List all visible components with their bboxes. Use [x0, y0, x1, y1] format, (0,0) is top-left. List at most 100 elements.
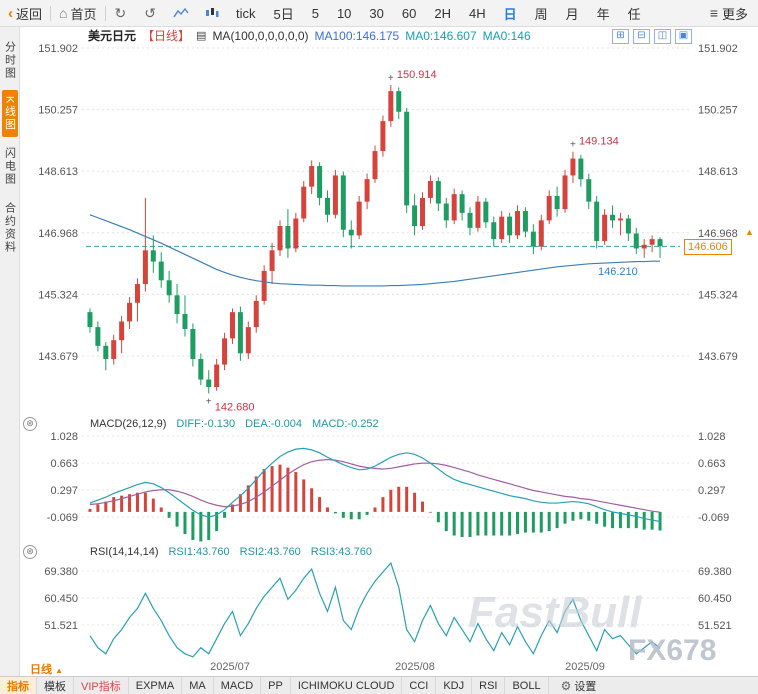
tab-boll[interactable]: BOLL — [505, 677, 549, 694]
svg-text:148.613: 148.613 — [38, 166, 78, 178]
period-60m[interactable]: 60 — [401, 5, 417, 21]
current-price-badge: 146.606 — [684, 239, 732, 255]
svg-text:0.297: 0.297 — [698, 485, 726, 497]
chevron-up-icon: ▲ — [55, 666, 63, 675]
svg-text:60.450: 60.450 — [698, 593, 732, 605]
macd-chart[interactable]: 1.028 1.028 0.663 0.663 0.297 0.297 -0.069 -0.0… — [20, 424, 758, 542]
period-dropdown[interactable]: 日线 ▲ — [30, 661, 63, 677]
tab-expma[interactable]: EXPMA — [129, 677, 183, 694]
tab-pp[interactable]: PP — [261, 677, 291, 694]
period-30m[interactable]: 30 — [369, 5, 384, 21]
zoom-in-icon[interactable]: ⊞ — [612, 29, 629, 44]
rsi-chart[interactable]: 69.380 69.380 60.450 60.450 51.521 51.521 — [20, 552, 758, 664]
tab-vip-indicators[interactable]: VIP指标 — [74, 677, 129, 694]
period-daily[interactable]: 日 — [503, 6, 517, 22]
svg-text:+: + — [388, 73, 394, 84]
macd-header: ⊛ MACD(26,12,9) DIFF:-0.130 DEA:-0.004 M… — [20, 417, 758, 431]
tab-templates[interactable]: 模板 — [37, 677, 74, 694]
fullscreen-icon[interactable]: ▣ — [675, 29, 692, 44]
menu-icon: ≡ — [709, 5, 718, 21]
svg-text:0.297: 0.297 — [50, 485, 78, 497]
period-tick[interactable]: tick — [235, 5, 256, 21]
tab-indicators[interactable]: 指标 — [0, 677, 37, 694]
period-weekly[interactable]: 周 — [534, 6, 548, 22]
period-10m[interactable]: 10 — [336, 5, 352, 21]
x-axis-row: 日线 ▲ 2025/07 2025/08 2025/09 — [20, 660, 758, 676]
svg-text:145.324: 145.324 — [698, 289, 738, 301]
period-dropdown-label: 日线 — [30, 664, 52, 676]
svg-text:150.257: 150.257 — [698, 105, 738, 117]
svg-text:146.968: 146.968 — [698, 228, 738, 240]
tab-ma[interactable]: MA — [182, 677, 214, 694]
svg-text:143.679: 143.679 — [38, 351, 78, 363]
toolbar-separator — [104, 5, 106, 21]
svg-text:0.663: 0.663 — [50, 458, 78, 470]
settings-button[interactable]: ⚙ 设置 — [561, 678, 597, 694]
left-sidebar: 分时图 K线图 闪电图 合约资料 — [0, 27, 20, 676]
date-label-august: 2025/08 — [395, 661, 435, 673]
period-monthly[interactable]: 月 — [565, 6, 579, 22]
svg-text:+: + — [570, 140, 576, 151]
toolbar-separator — [50, 5, 52, 21]
svg-text:150.257: 150.257 — [38, 105, 78, 117]
period-5m[interactable]: 5 — [311, 5, 319, 21]
macd-name: MACD(26,12,9) — [90, 418, 167, 430]
period-tag: 【日线】 — [142, 29, 191, 43]
tab-rsi[interactable]: RSI — [472, 677, 506, 694]
sidebar-item-kline[interactable]: K线图 — [1, 90, 18, 138]
tab-ichimoku[interactable]: ICHIMOKU CLOUD — [291, 677, 403, 694]
svg-text:1.028: 1.028 — [50, 431, 78, 443]
tab-macd[interactable]: MACD — [214, 677, 262, 694]
rsi-name: RSI(14,14,14) — [90, 546, 159, 558]
svg-text:-0.069: -0.069 — [698, 512, 729, 524]
refresh-icon[interactable]: ↻ — [114, 4, 127, 21]
svg-text:+: + — [206, 396, 212, 407]
zoom-out-icon[interactable]: ⊟ — [633, 29, 650, 44]
sidebar-item-timeline[interactable]: 分时图 — [3, 41, 16, 80]
rsi3-value: RSI3:43.760 — [310, 546, 372, 558]
gear-icon: ⚙ — [560, 678, 572, 693]
more-button[interactable]: ≡ 更多 — [700, 4, 758, 23]
home-button[interactable]: ⌂ 首页 — [51, 4, 104, 23]
ma-formula: MA(100,0,0,0,0,0) — [212, 28, 309, 43]
candlestick-chart-icon[interactable] — [197, 7, 227, 19]
svg-text:51.521: 51.521 — [698, 620, 732, 632]
macd-macd-value: MACD:-0.252 — [311, 418, 379, 430]
svg-text:1.028: 1.028 — [698, 431, 726, 443]
macd-settings-icon[interactable]: ⊛ — [23, 417, 37, 431]
rsi2-value: RSI2:43.760 — [239, 546, 301, 558]
tab-cci[interactable]: CCI — [402, 677, 437, 694]
ma0b-value: MA0:146 — [482, 28, 531, 43]
period-2h[interactable]: 2H — [434, 5, 451, 21]
indicator-icon[interactable]: ▤ — [196, 30, 207, 42]
macd-dea-value: DEA:-0.004 — [245, 418, 302, 430]
sidebar-item-lightning[interactable]: 闪电图 — [3, 147, 16, 187]
svg-text:149.134: 149.134 — [579, 136, 619, 148]
rsi1-value: RSI1:43.760 — [168, 546, 230, 558]
period-4h[interactable]: 4H — [468, 5, 486, 21]
area-chart-icon[interactable] — [165, 7, 197, 19]
rsi-settings-icon[interactable]: ⊛ — [23, 545, 37, 559]
svg-text:51.521: 51.521 — [44, 620, 78, 632]
svg-text:151.902: 151.902 — [698, 43, 738, 55]
period-yearly[interactable]: 年 — [596, 6, 610, 22]
period-custom[interactable]: 任 — [627, 6, 641, 22]
home-icon: ⌂ — [59, 5, 68, 21]
tab-kdj[interactable]: KDJ — [436, 677, 473, 694]
macd-diff-value: DIFF:-0.130 — [176, 418, 236, 430]
back-button[interactable]: ‹ 返回 — [0, 4, 50, 23]
svg-text:60.450: 60.450 — [44, 593, 78, 605]
rsi-header: ⊛ RSI(14,14,14) RSI1:43.760 RSI2:43.760 … — [20, 545, 758, 559]
period-5d[interactable]: 5日 — [273, 6, 294, 22]
settings-label: 设置 — [574, 680, 597, 693]
split-panel-icon[interactable]: ◫ — [654, 29, 671, 44]
reload-icon[interactable]: ↺ — [144, 4, 156, 21]
candlestick-chart[interactable]: 151.902 151.902 150.257 150.257 148.613 148.6… — [20, 43, 758, 415]
ma0-value: MA0:146.607 — [405, 28, 477, 43]
bottom-tabbar: 指标 模板 VIP指标 EXPMA MA MACD PP ICHIMOKU CL… — [0, 676, 758, 694]
svg-text:146.968: 146.968 — [38, 228, 78, 240]
svg-text:146.210: 146.210 — [598, 266, 638, 278]
scroll-to-latest-icon[interactable]: ▲ — [745, 227, 754, 237]
sidebar-item-contract-info[interactable]: 合约资料 — [3, 202, 16, 255]
